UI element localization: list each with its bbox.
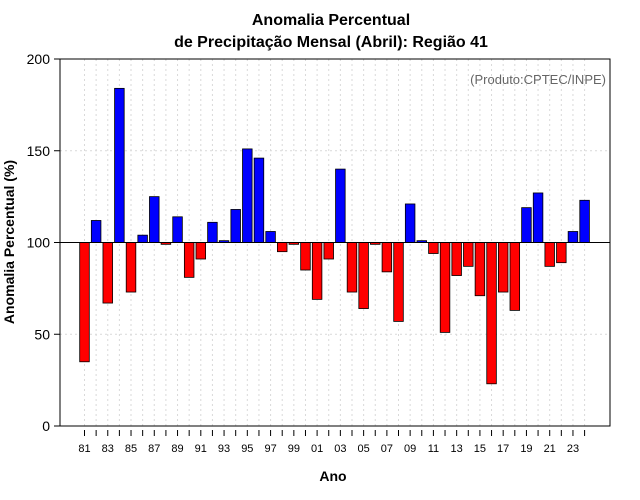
x-axis: 81 83 85 87 89 91 93 95 97 99 01 03 05 07 09 11 13 15 17 19… bbox=[78, 430, 586, 455]
x-tick-label: 05 bbox=[357, 443, 369, 455]
bar-1992 bbox=[207, 221, 218, 243]
bar-2002 bbox=[323, 242, 334, 260]
x-tick-label: 93 bbox=[218, 443, 230, 455]
bar-2018 bbox=[509, 242, 521, 311]
bar-2016 bbox=[486, 242, 497, 385]
y-axis: 0 50 100 150 200 bbox=[27, 51, 60, 434]
bar-2015 bbox=[474, 242, 486, 297]
bar-2019 bbox=[521, 207, 532, 243]
x-tick-label: 81 bbox=[78, 443, 90, 455]
x-tick-label: 09 bbox=[404, 443, 416, 455]
x-tick-label: 85 bbox=[125, 443, 137, 455]
product-credit: (Produto:CPTEC/INPE) bbox=[470, 72, 606, 87]
x-tick-label: 97 bbox=[264, 443, 276, 455]
bar-1997 bbox=[265, 231, 276, 243]
x-tick-label: 11 bbox=[428, 443, 439, 455]
x-tick-label: 01 bbox=[311, 443, 323, 455]
bar-2009 bbox=[404, 203, 416, 243]
chart-title-line-1: Anomalia Percentual bbox=[252, 12, 410, 29]
grid bbox=[60, 58, 610, 427]
y-tick-label: 100 bbox=[27, 235, 51, 251]
x-tick-label: 19 bbox=[520, 443, 532, 455]
bar-1986 bbox=[137, 234, 148, 243]
y-tick-label: 0 bbox=[42, 418, 50, 434]
x-axis-label: Ano bbox=[319, 468, 346, 484]
bar-2020 bbox=[532, 192, 544, 243]
y-axis-label: Anomalia Percentual (%) bbox=[1, 160, 17, 324]
x-tick-label: 89 bbox=[171, 443, 183, 455]
bar-2024 bbox=[579, 199, 590, 243]
bar-2013 bbox=[451, 242, 462, 276]
bar-1990 bbox=[183, 242, 195, 278]
bar-2005 bbox=[358, 242, 369, 309]
y-tick-label: 200 bbox=[27, 51, 51, 67]
bar-2021 bbox=[544, 242, 555, 267]
bar-1983 bbox=[102, 242, 113, 304]
bar-1996 bbox=[253, 157, 265, 243]
bar-2000 bbox=[300, 242, 311, 271]
x-tick-label: 95 bbox=[241, 443, 253, 455]
x-tick-label: 23 bbox=[567, 443, 579, 455]
x-tick-label: 21 bbox=[544, 443, 556, 455]
bar-2004 bbox=[346, 242, 358, 293]
bar-1982 bbox=[90, 220, 102, 243]
y-tick-label: 50 bbox=[34, 326, 50, 342]
bar-1998 bbox=[277, 242, 288, 253]
bar-2017 bbox=[497, 242, 509, 293]
x-tick-label: 99 bbox=[288, 443, 300, 455]
bar-2012 bbox=[439, 242, 451, 333]
bar-1985 bbox=[125, 242, 137, 293]
bar-1981 bbox=[79, 242, 90, 363]
bar-2007 bbox=[381, 242, 393, 273]
bar-2001 bbox=[311, 242, 323, 300]
bar-1995 bbox=[242, 148, 253, 243]
y-tick-label: 150 bbox=[27, 143, 51, 159]
bar-1994 bbox=[230, 209, 241, 243]
x-tick-label: 87 bbox=[148, 443, 160, 455]
bar-2011 bbox=[428, 242, 439, 254]
bar-1991 bbox=[195, 242, 207, 260]
x-tick-label: 83 bbox=[102, 443, 114, 455]
bar-2023 bbox=[567, 231, 579, 243]
x-tick-label: 17 bbox=[497, 443, 509, 455]
bar-1987 bbox=[149, 196, 160, 243]
x-tick-label: 03 bbox=[334, 443, 346, 455]
x-tick-label: 91 bbox=[195, 443, 207, 455]
bar-2022 bbox=[556, 242, 567, 264]
x-tick-label: 13 bbox=[451, 443, 463, 455]
bars bbox=[79, 87, 590, 385]
bar-2014 bbox=[463, 242, 474, 267]
bar-2008 bbox=[393, 242, 404, 322]
x-tick-label: 15 bbox=[474, 443, 486, 455]
x-tick-label: 07 bbox=[381, 443, 393, 455]
chart-title-line-2: de Precipitação Mensal (Abril): Região 4… bbox=[174, 34, 488, 51]
bar-2003 bbox=[335, 168, 346, 243]
bar-1989 bbox=[172, 216, 183, 243]
bar-1984 bbox=[114, 87, 125, 243]
